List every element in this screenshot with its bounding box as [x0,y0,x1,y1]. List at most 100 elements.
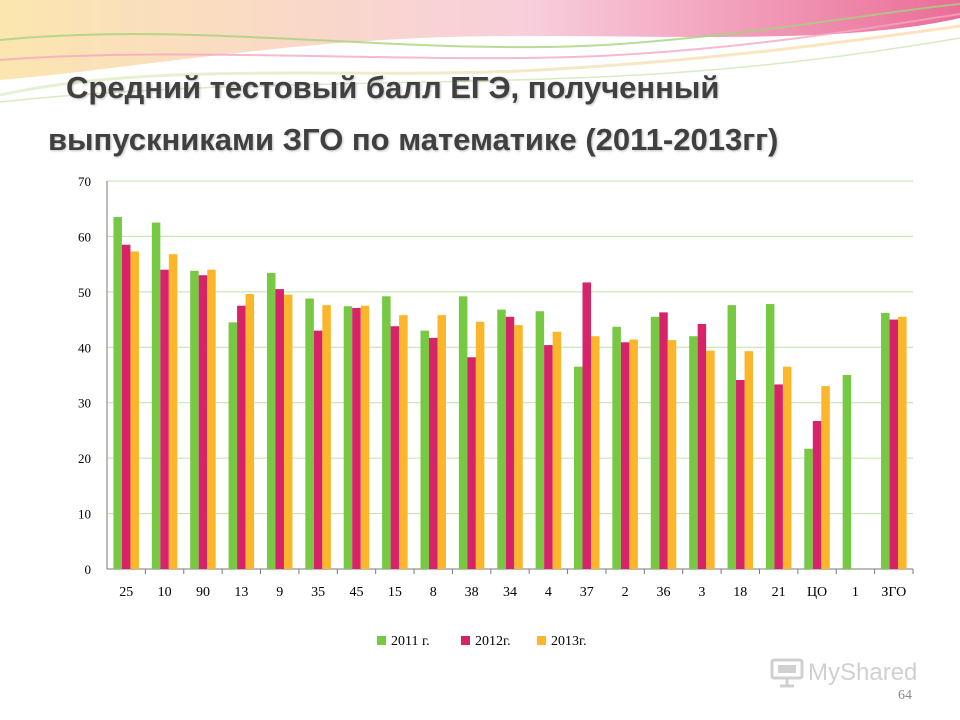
bar [898,316,907,569]
bar [782,366,792,569]
bar [475,321,485,569]
bar [168,254,178,569]
legend-swatch [377,636,386,645]
slide-title-line2: выпускниками ЗГО по математике (2011-201… [48,122,779,157]
x-tick-label: 15 [388,585,402,600]
bar [313,330,323,569]
bar [207,269,216,569]
bar [842,375,852,569]
x-tick-label: 10 [158,585,172,600]
y-tick-label: 30 [78,396,91,411]
bar [467,357,476,569]
bar [667,340,677,569]
bar [612,326,621,569]
bar [629,339,638,569]
bar [113,217,122,569]
bar [881,312,890,569]
bar [727,305,737,569]
bar [382,296,391,569]
header-decoration [0,0,960,103]
bar [130,251,139,569]
bar [706,350,715,569]
y-tick-label: 50 [78,285,91,300]
x-tick-label: 3 [698,585,705,600]
bar [420,330,429,569]
x-tick-label: 13 [234,585,248,600]
bar [535,311,545,569]
bar [198,275,208,569]
presentation-icon [770,658,804,688]
x-tick-label: 1 [852,585,859,600]
x-tick-label: 35 [311,585,325,600]
bar [399,315,408,569]
y-tick-label: 10 [78,507,91,522]
y-tick-label: 40 [78,340,91,355]
legend-swatch [461,636,470,645]
bar [458,296,468,569]
y-tick-label: 70 [78,174,91,189]
bar [744,351,754,569]
bar [283,294,293,569]
bar [237,305,246,569]
x-tick-label: 45 [349,585,363,600]
legend-swatch [537,636,546,645]
bar [352,307,361,569]
watermark: MyShared [770,658,917,688]
bar [228,322,238,569]
bar [160,269,169,569]
x-tick-label: 2 [622,585,629,600]
x-tick-label: 25 [119,585,133,600]
bar [697,324,707,569]
bar [582,282,592,569]
bar [736,379,745,569]
bar [620,342,630,569]
bar [812,421,822,569]
slide-title: Средний тестовый балл ЕГЭ, полученный вы… [48,62,928,166]
bar [245,294,255,569]
watermark-text: MyShared [808,659,918,686]
bar [151,222,161,570]
bar [497,309,506,569]
x-tick-label: 36 [657,585,671,600]
bar [428,337,438,569]
x-tick-label: 34 [503,585,517,600]
bar [437,315,446,569]
x-tick-label: 18 [733,585,747,600]
bar [765,304,775,569]
legend-label: 2012г. [475,634,511,649]
bar [505,316,515,569]
x-tick-label: 4 [545,585,552,600]
x-tick-label: 8 [430,585,437,600]
x-tick-label: ЦО [807,585,827,600]
bar [804,448,813,569]
bar [574,366,583,569]
bar [774,384,783,569]
bar [552,331,562,569]
bar [591,336,600,569]
bar [305,298,314,569]
bar [121,244,131,569]
x-tick-label: 9 [276,585,283,600]
bar [514,325,523,569]
x-tick-label: 38 [465,585,479,600]
bar [343,306,353,569]
bar [322,305,331,569]
y-tick-label: 0 [85,562,92,577]
bar [889,319,899,569]
x-tick-label: 37 [580,585,594,600]
x-tick-label: 90 [196,585,210,600]
bar [689,336,698,569]
bar [190,270,199,569]
bar [544,345,553,569]
y-tick-label: 20 [78,451,91,466]
y-tick-label: 60 [78,229,91,244]
slide-title-line1: Средний тестовый балл ЕГЭ, полученный [66,70,720,105]
legend-label: 2013г. [551,634,587,649]
x-tick-label: ЗГО [881,585,906,600]
legend-label: 2011 г. [391,634,430,649]
bar [650,316,660,569]
x-tick-label: 21 [772,585,786,600]
bar [659,312,668,569]
bar [821,386,830,569]
